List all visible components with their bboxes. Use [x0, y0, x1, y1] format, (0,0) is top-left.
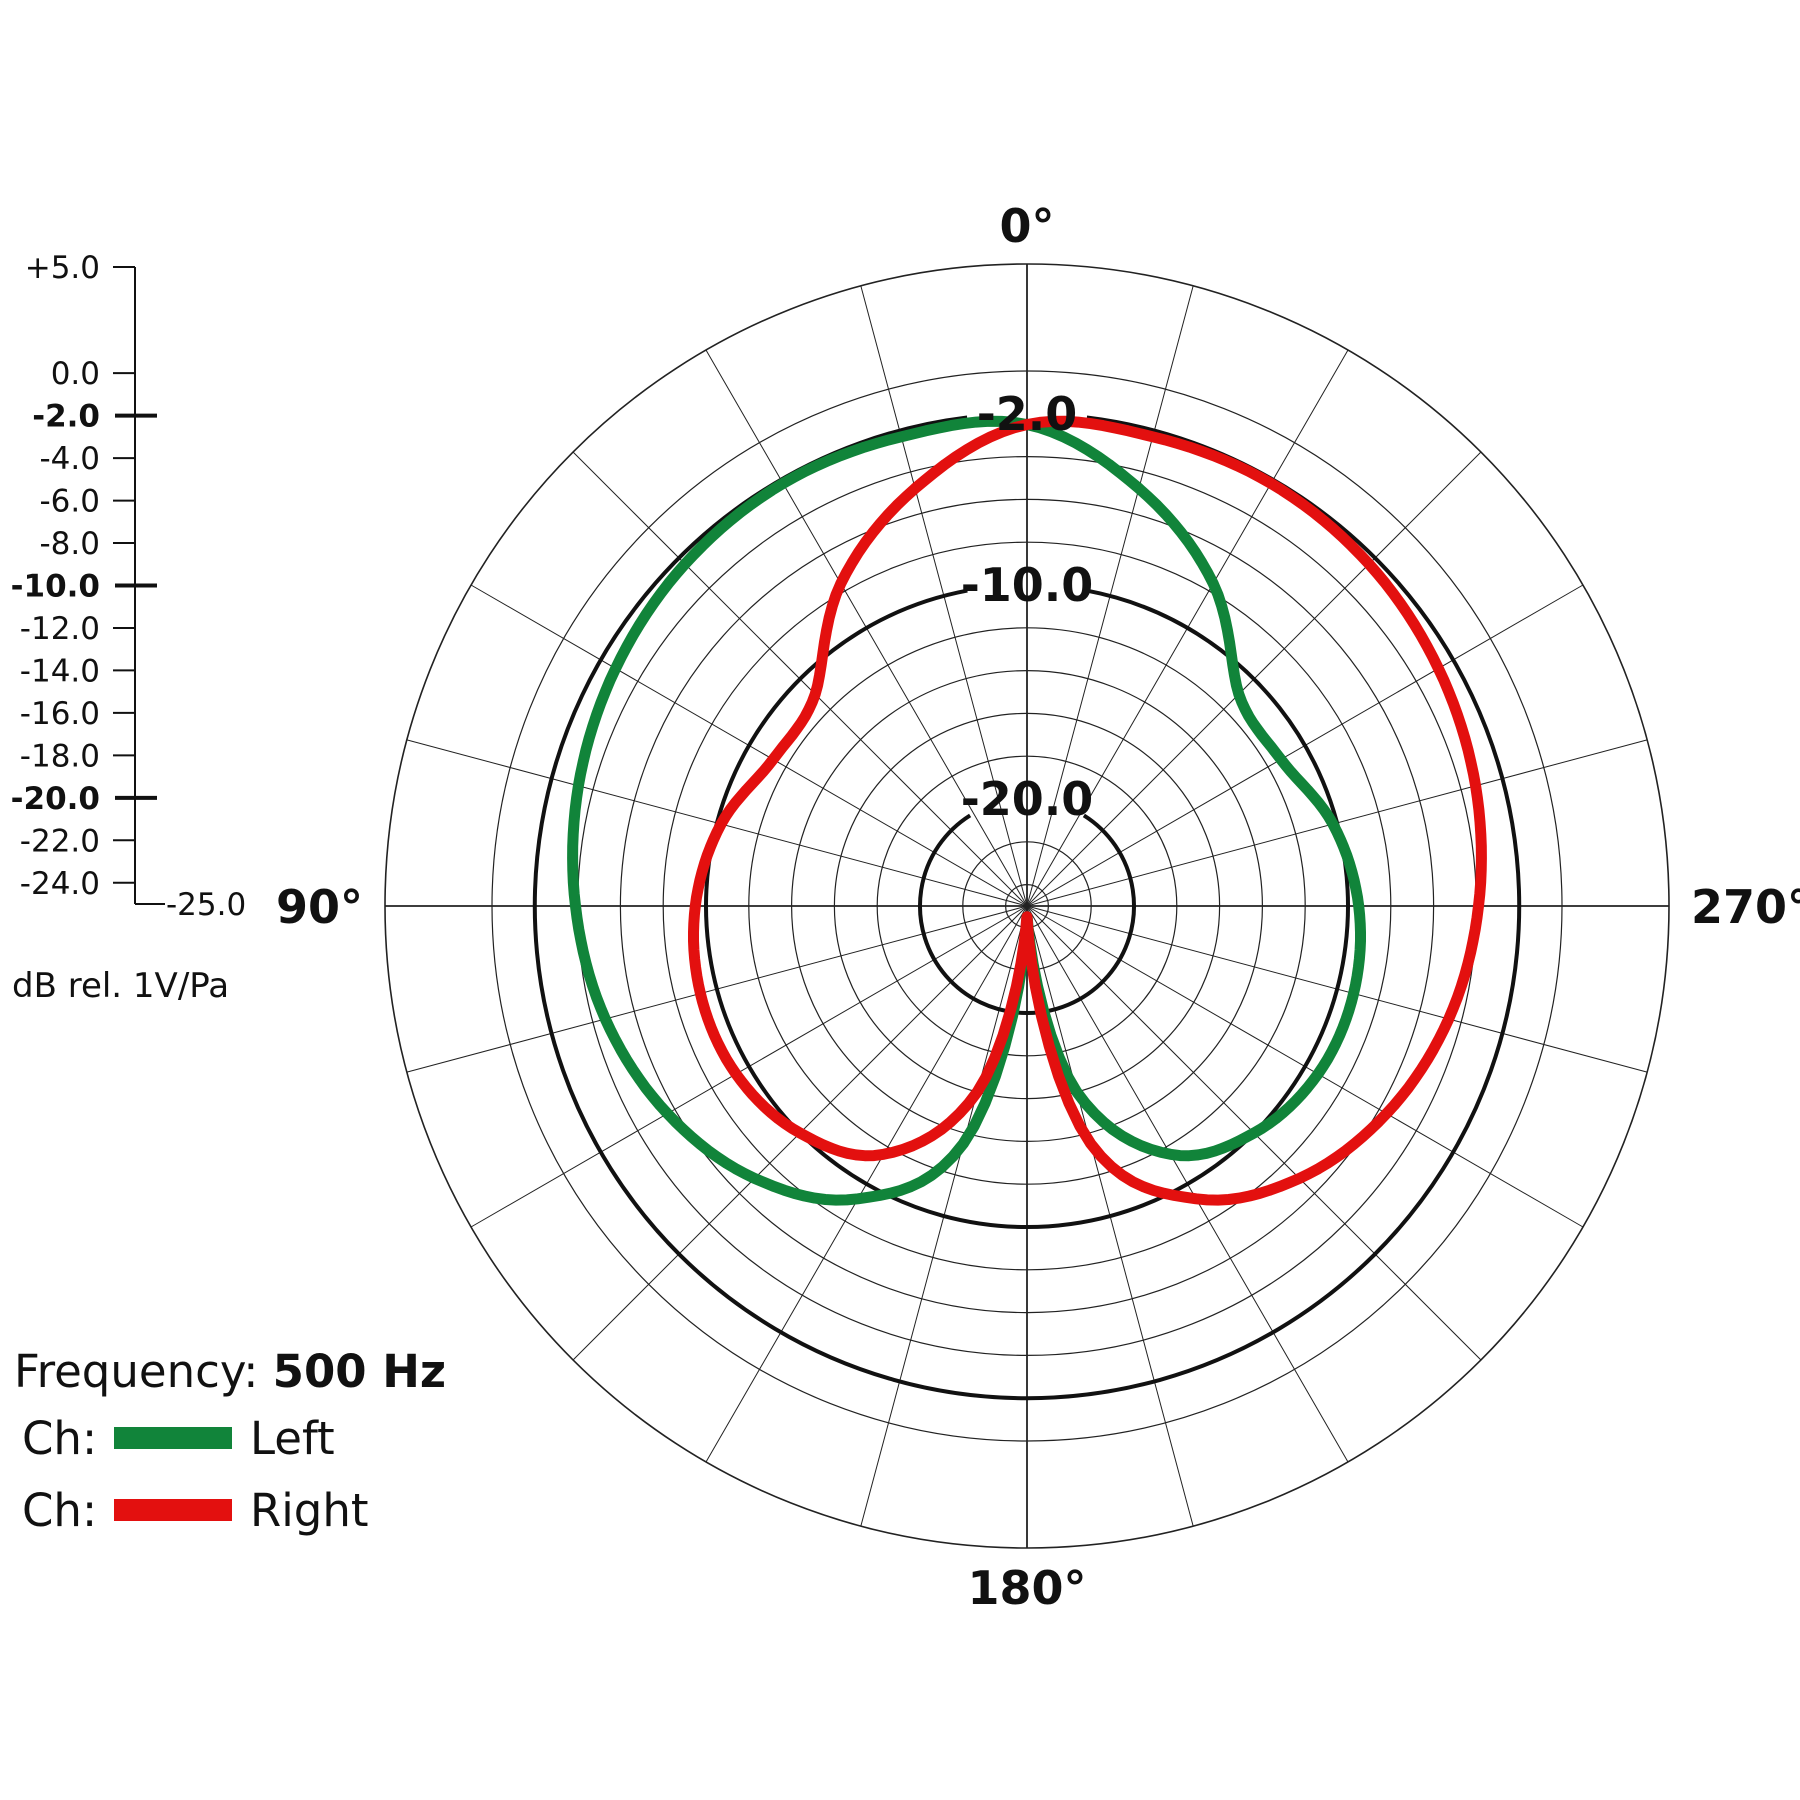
- legend-item-left: Ch: Left: [22, 1402, 446, 1474]
- angle-label: 180°: [967, 1561, 1086, 1615]
- legend: Frequency: 500 Hz Ch: Left Ch: Right: [14, 1342, 446, 1546]
- ring-label: -2.0: [977, 387, 1078, 441]
- scale-tick-label: -2.0: [32, 399, 100, 435]
- legend-prefix: Ch:: [22, 1411, 98, 1465]
- scale-tick-label: -20.0: [11, 781, 100, 817]
- scale-tick-label: -24.0: [20, 866, 100, 902]
- frequency-label: Frequency: 500 Hz: [14, 1342, 446, 1402]
- legend-swatch-right: [114, 1499, 232, 1521]
- legend-prefix: Ch:: [22, 1483, 98, 1537]
- scale-tick-label: -4.0: [40, 441, 101, 477]
- angle-labels: 0° 90° 180° 270°: [276, 199, 1800, 1615]
- scale-tick-label: +5.0: [25, 250, 100, 286]
- scale-tick-label: -14.0: [20, 653, 100, 689]
- angle-label: 270°: [1691, 880, 1800, 934]
- series-right-curve: [688, 415, 1487, 1206]
- major-grid: [532, 415, 1522, 1401]
- scale-tick-label: -10.0: [11, 569, 100, 605]
- frequency-caption: Frequency:: [14, 1345, 259, 1398]
- legend-name-right: Right: [250, 1483, 369, 1537]
- unit-label: dB rel. 1V/Pa: [12, 966, 229, 1006]
- db-scale: +5.0 0.0 -2.0 -4.0 -6.0 -8.0 -10.0 -12.0 -14.0 -1…: [11, 250, 247, 923]
- scale-tick-label: -22.0: [20, 823, 100, 859]
- ring-label: -10.0: [961, 558, 1094, 612]
- scale-tick-label: 0.0: [51, 356, 100, 392]
- scale-tick-label: -12.0: [20, 611, 100, 647]
- legend-swatch-left: [114, 1427, 232, 1449]
- major-ring: [532, 415, 1522, 1401]
- legend-name-left: Left: [250, 1411, 335, 1465]
- major-ring: [918, 813, 1136, 1015]
- scale-tick-label: -6.0: [40, 484, 101, 520]
- angle-label: 0°: [999, 199, 1054, 253]
- frequency-value: 500 Hz: [272, 1345, 447, 1398]
- scale-tick-label: -8.0: [40, 526, 101, 562]
- ring-labels: -20.0 -10.0 -2.0: [961, 387, 1094, 826]
- angle-label: 90°: [276, 880, 363, 934]
- scale-min-label: -25.0: [166, 887, 246, 923]
- polar-curves: [567, 415, 1487, 1206]
- scale-tick-label: -16.0: [20, 696, 100, 732]
- scale-tick-label: -18.0: [20, 738, 100, 774]
- major-ring: [704, 588, 1350, 1229]
- ring-label: -20.0: [961, 772, 1094, 826]
- legend-item-right: Ch: Right: [22, 1474, 446, 1546]
